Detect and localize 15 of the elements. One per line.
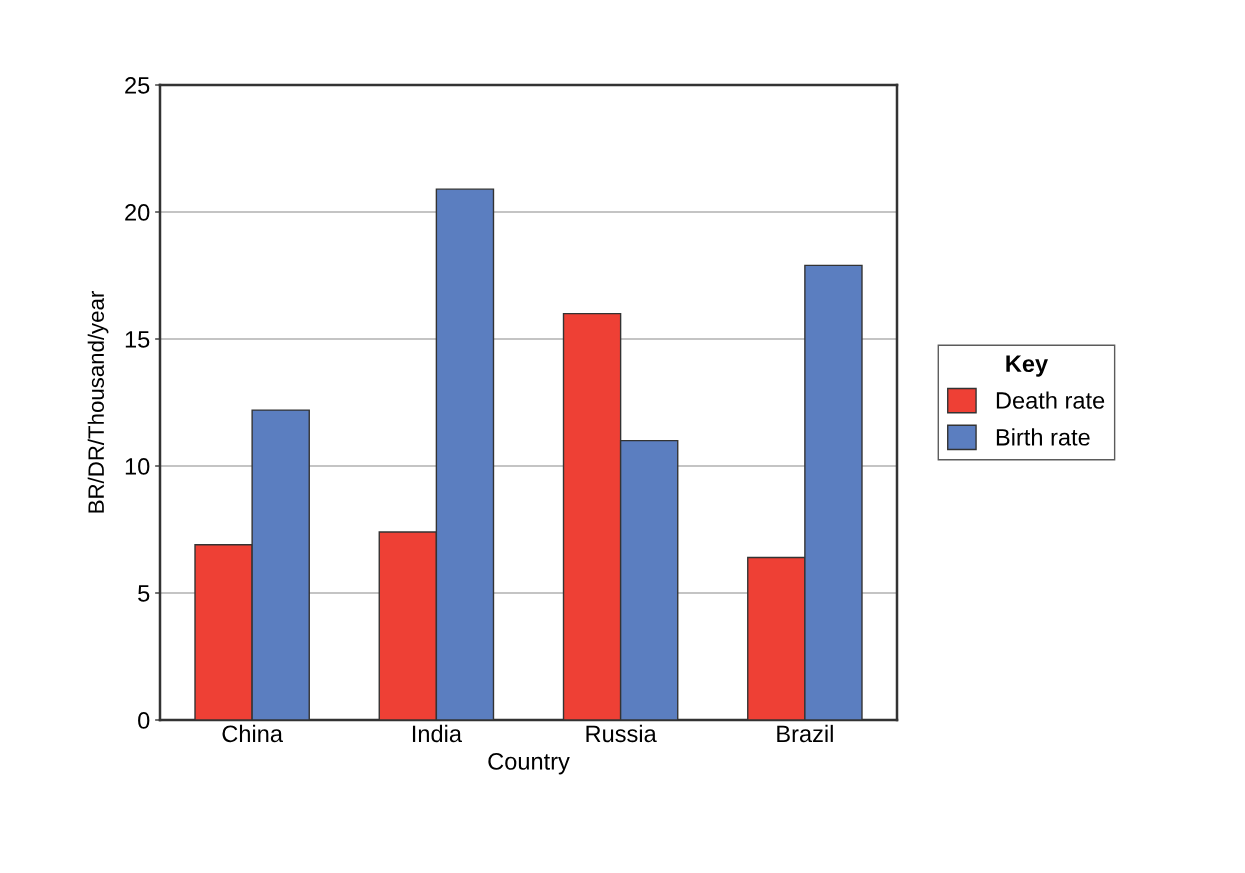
x-tick-label: India bbox=[412, 724, 462, 743]
y-tick-label: 15 bbox=[125, 331, 150, 348]
x-tick-label: China bbox=[222, 724, 283, 743]
y-tick-label: 0 bbox=[138, 712, 150, 729]
legend-title: Key bbox=[1006, 355, 1048, 377]
y-tick-label: 25 bbox=[125, 77, 150, 94]
legend-label: Birth rate bbox=[996, 428, 1090, 446]
y-axis-title: BR/DR/Thousand/year bbox=[87, 291, 109, 513]
y-tick-label: 20 bbox=[125, 204, 150, 221]
x-tick-label: Russia bbox=[586, 724, 657, 743]
y-tick-label: 5 bbox=[138, 585, 150, 602]
legend-label: Death rate bbox=[996, 391, 1105, 409]
x-tick-label: Brazil bbox=[777, 724, 833, 743]
x-axis-title: Country bbox=[488, 753, 570, 775]
y-tick-label: 10 bbox=[125, 458, 150, 475]
